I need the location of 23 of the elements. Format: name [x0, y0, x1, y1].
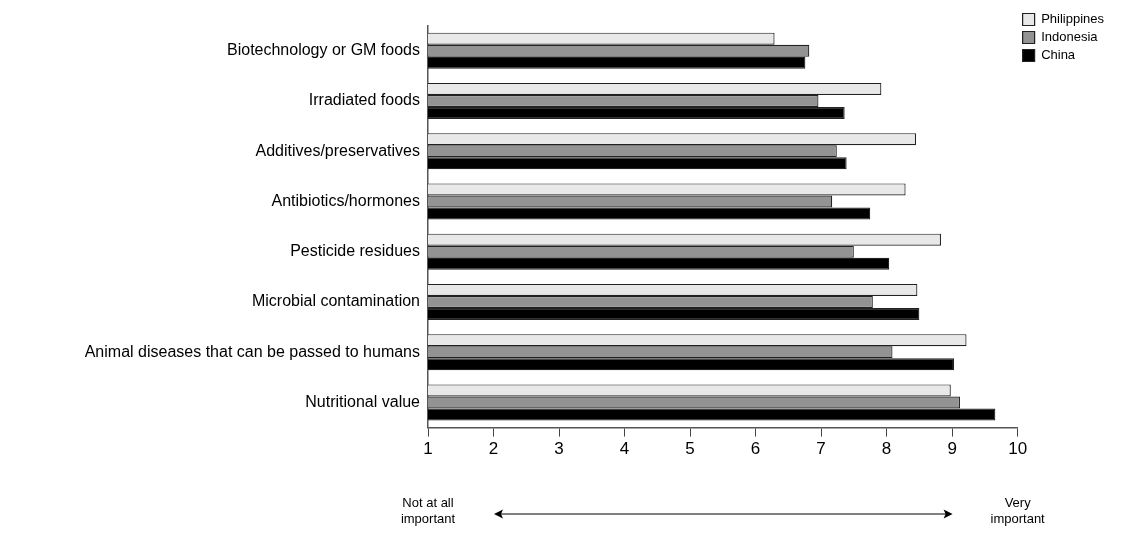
x-tick-label: 1	[423, 439, 433, 459]
y-tick-label: Irradiated foods	[308, 91, 420, 109]
x-tick-label: 9	[947, 439, 957, 459]
y-tick-label: Additives/preservatives	[255, 141, 420, 159]
x-tick-label: 4	[619, 439, 630, 459]
y-tick-label: Nutritional value	[305, 392, 421, 410]
x-tick-label: 2	[488, 439, 499, 459]
legend-label: China	[1041, 47, 1076, 63]
text: Not at all important	[400, 495, 456, 527]
x-tick-label: 5	[685, 439, 695, 459]
y-tick-label: Pesticide residues	[290, 242, 420, 260]
x-tick-label: 10	[1008, 439, 1028, 459]
y-tick-label: Animal diseases that can be passed to humans	[84, 342, 420, 360]
y-tick-label: Antibiotics/hormones	[271, 191, 420, 209]
text: Very important	[990, 495, 1046, 527]
y-tick-label: Biotechnology or GM foods	[227, 41, 420, 59]
x-tick-label: 7	[816, 439, 826, 459]
legend-label: Philippines	[1041, 11, 1105, 27]
x-tick-label: 6	[750, 439, 761, 459]
x-tick-label: 3	[554, 439, 564, 459]
legend-label: Indonesia	[1041, 29, 1099, 45]
y-tick-label: Microbial contamination	[251, 292, 420, 310]
x-tick-label: 8	[881, 439, 892, 459]
